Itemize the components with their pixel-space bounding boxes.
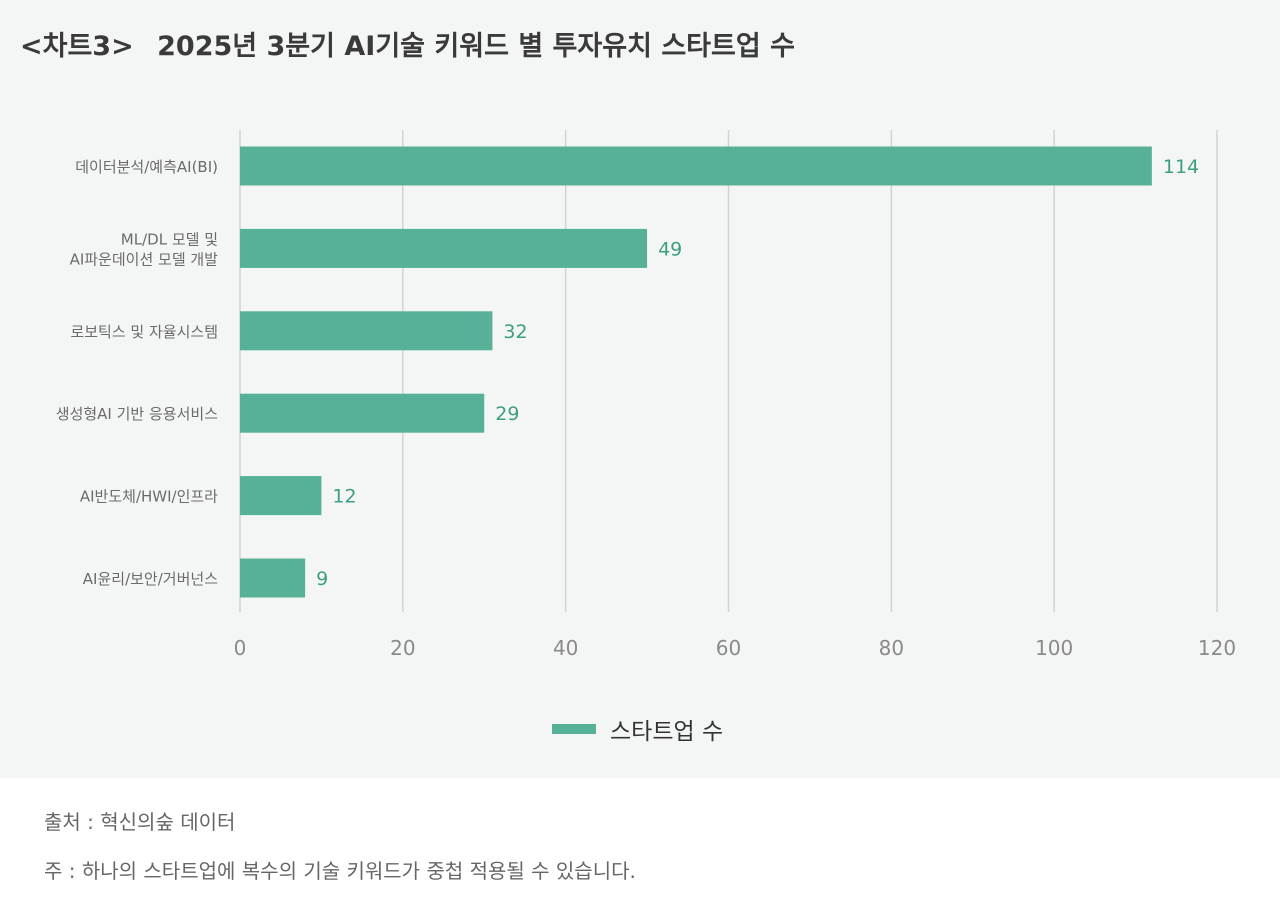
bar <box>240 393 485 433</box>
x-tick-label: 0 <box>234 636 247 660</box>
category-label: 데이터분석/예측AI(BI) <box>75 158 218 176</box>
value-label: 29 <box>495 403 519 425</box>
category-label: 생성형AI 기반 응용서비스 <box>56 405 218 423</box>
value-label: 32 <box>503 321 527 343</box>
value-label: 9 <box>316 568 328 590</box>
category-label: AI윤리/보안/거버넌스 <box>83 570 218 588</box>
bar-chart: 0 20 40 60 80 100 120 데이터분석/예측AI(BI) 114 ML/DL 모델… <box>56 130 1236 660</box>
legend: 스타트업 수 <box>552 712 723 746</box>
x-tick-label: 40 <box>553 636 578 660</box>
bar <box>240 476 322 516</box>
x-tick-label: 80 <box>879 636 904 660</box>
chart-title-text: 2025년 3분기 AI기술 키워드 별 투자유치 스타트업 수 <box>157 31 795 62</box>
x-tick-label: 60 <box>716 636 741 660</box>
bar <box>240 311 493 351</box>
value-label: 12 <box>332 486 356 508</box>
category-label: AI파운데이션 모델 개발 <box>70 250 219 268</box>
bar <box>240 558 306 598</box>
category-label: AI반도체/HWI/인프라 <box>80 488 218 506</box>
x-tick-label: 100 <box>1035 636 1073 660</box>
value-label: 49 <box>658 238 682 260</box>
footnote: 주 : 하나의 스타트업에 복수의 기술 키워드가 중첩 적용될 수 있습니다. <box>44 859 636 883</box>
legend-label: 스타트업 수 <box>610 719 724 745</box>
chart-number: <차트3> <box>20 31 134 62</box>
bar <box>240 228 648 268</box>
category-label: 로보틱스 및 자율시스템 <box>70 323 218 341</box>
bar <box>240 146 1152 186</box>
value-label: 114 <box>1163 156 1199 178</box>
category-label: ML/DL 모델 및 <box>121 230 218 248</box>
legend-swatch <box>552 724 596 734</box>
x-tick-label: 120 <box>1198 636 1236 660</box>
x-tick-label: 20 <box>390 636 415 660</box>
source-note: 출처 : 혁신의숲 데이터 <box>44 810 236 834</box>
chart-panel: <차트3> 2025년 3분기 AI기술 키워드 별 투자유치 스타트업 수 0… <box>0 0 1280 778</box>
chart-title: <차트3> 2025년 3분기 AI기술 키워드 별 투자유치 스타트업 수 <box>20 24 795 63</box>
